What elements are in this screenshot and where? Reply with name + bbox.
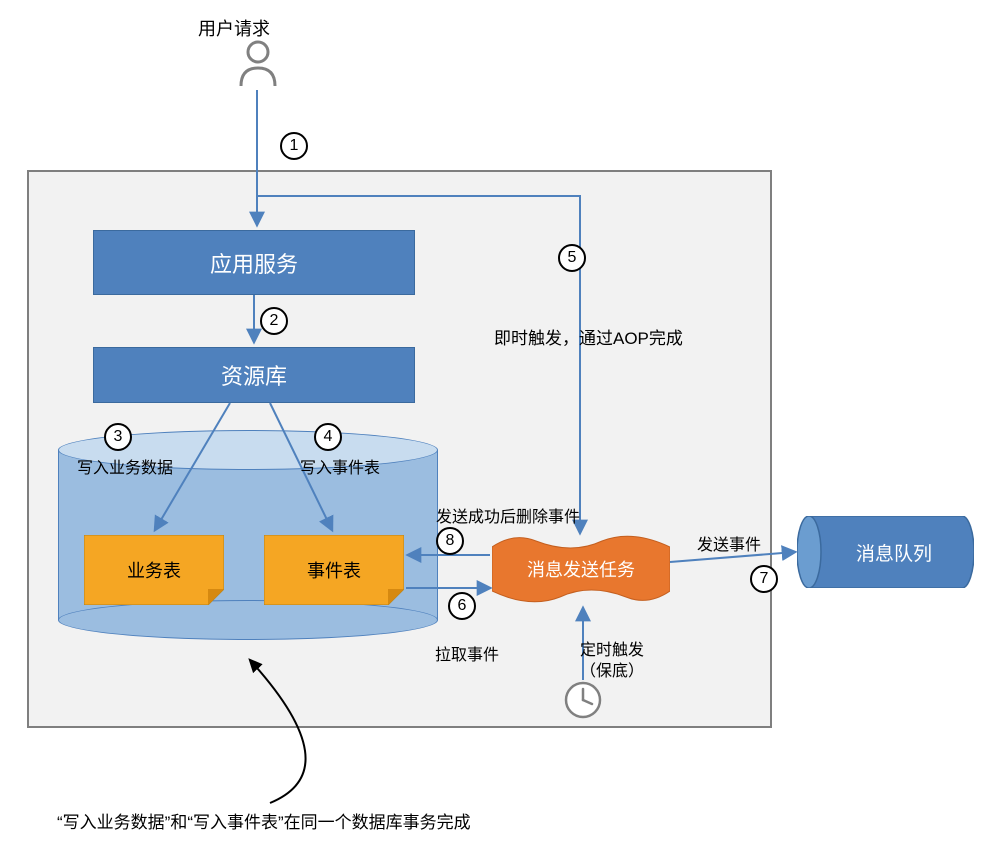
delete-after-send-label: 发送成功后删除事件: [436, 503, 580, 527]
repository-box: 资源库: [93, 347, 415, 403]
step-7: 7: [750, 565, 778, 593]
clock-icon: [563, 680, 603, 725]
user-label: 用户请求: [198, 15, 270, 41]
app-service-label: 应用服务: [210, 247, 298, 279]
footnote-label: “写入业务数据”和“写入事件表”在同一个数据库事务完成: [57, 808, 471, 833]
step-1: 1: [280, 132, 308, 160]
queue-cylinder: 消息队列: [797, 516, 974, 588]
task-box-label: 消息发送任务: [527, 556, 635, 582]
step-5: 5: [558, 244, 586, 272]
step-3: 3: [104, 423, 132, 451]
write-business-label: 写入业务数据: [77, 454, 173, 478]
repository-label: 资源库: [221, 359, 287, 391]
event-table-label: 事件表: [307, 557, 361, 583]
step-2: 2: [260, 307, 288, 335]
step-8: 8: [436, 527, 464, 555]
step-4: 4: [314, 423, 342, 451]
user-icon: [237, 40, 279, 95]
aop-trigger-label: 即时触发，通过AOP完成: [494, 324, 683, 349]
send-event-label: 发送事件: [697, 531, 761, 555]
business-table-label: 业务表: [127, 557, 181, 583]
pull-event-label: 拉取事件: [435, 641, 499, 665]
app-service-box: 应用服务: [93, 230, 415, 295]
task-box: 消息发送任务: [492, 535, 670, 603]
step-6: 6: [448, 592, 476, 620]
timer-fallback-label: （保底）: [580, 657, 644, 681]
business-table-note: 业务表: [84, 535, 224, 605]
write-event-label: 写入事件表: [300, 454, 380, 478]
event-table-note: 事件表: [264, 535, 404, 605]
queue-label: 消息队列: [856, 539, 932, 566]
